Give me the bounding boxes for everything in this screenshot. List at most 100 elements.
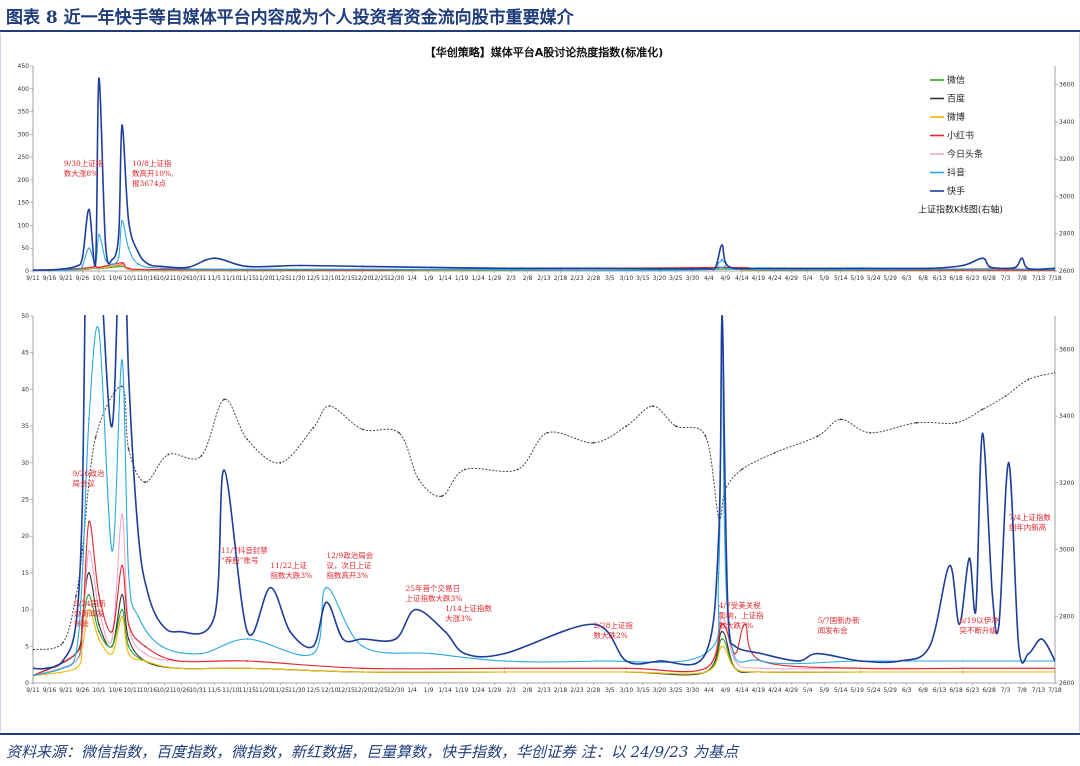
series-point [98,608,100,611]
series-point [104,242,107,245]
annotation-text: 10/8上证指 [132,158,172,168]
series-point [869,431,872,434]
series-point [144,481,147,484]
series-point [160,265,163,268]
series-point [440,495,443,498]
series-point [998,623,1000,626]
x-tick-label: 10/1 [92,687,106,694]
x-tick-label: 2/13 [537,275,551,282]
series-point [816,435,819,437]
legend-label: 上证指数K线图(右轴) [918,204,1003,216]
series-point [760,267,763,270]
y2-tick-label: 2600 [1059,680,1074,687]
series-point [398,431,400,434]
x-tick-label: 4/9 [720,275,730,282]
x-tick-label: 4/19 [752,687,766,694]
series-point [516,468,519,471]
series-point [1054,667,1055,670]
x-tick-label: 3/30 [686,275,700,282]
x-tick-label: 12/20 [354,275,371,282]
series-line [33,594,1055,677]
x-tick-label: 11/5 [208,687,222,694]
series-point [988,265,990,268]
x-tick-label: 9/16 [43,687,57,694]
series-point [279,461,282,464]
report-footer: 资料来源：微信指数，百度指数，微指数，新红数据，巨量算数，快手指数，华创证券 注… [0,733,1080,766]
x-tick-label: 12/30 [387,275,404,282]
y2-tick-label: 3400 [1059,119,1074,126]
series-point [658,267,661,270]
series-point [361,265,364,268]
series-point [773,451,776,454]
x-tick-label: 10/11 [123,275,140,282]
series-point [325,586,328,589]
series-point [187,266,189,269]
x-tick-label: 5/19 [850,687,864,694]
series-point [1021,257,1023,260]
charts-svg: 0501001502002503003504004502600280030003… [18,45,1075,694]
x-tick-label: 7/18 [1048,275,1062,282]
x-tick-label: 4/4 [704,275,714,282]
series-point [33,648,34,651]
x-tick-label: 3/15 [636,687,650,694]
series-point [704,671,707,673]
x-tick-label: 10/26 [173,275,190,282]
series-point [98,233,100,236]
series-point [312,426,315,429]
x-tick-label: 10/11 [123,687,140,694]
series-point [246,667,249,670]
chart-1: 0 50 100 150 200 250 300 350 400 450 2600 2800 3000 3… [18,45,1075,282]
annotation-text: 6/19以伊冲 [959,615,998,625]
series-point [111,550,113,552]
chart-frame: 0 50 100 150 200 250 300 350 400 450 2600 2800 3000 3… [0,33,1080,731]
series-line [33,220,1055,272]
series-point [33,667,34,670]
y2-tick-label: 3000 [1059,547,1074,554]
x-tick-label: 3/5 [605,687,615,694]
series-point [760,667,763,670]
series-point [961,667,964,670]
series-point [33,269,34,271]
series-point [928,645,931,648]
x-tick-label: 6/8 [918,687,928,694]
x-tick-label: 5/9 [819,687,829,694]
x-tick-label: 11/25 [272,275,289,282]
series-point [859,660,862,662]
series-point [361,671,364,673]
series-point [503,267,506,270]
plot-area [33,315,1055,677]
x-tick-label: 1/24 [471,275,485,282]
series-point [147,263,150,266]
series-point [414,608,417,611]
series-point [88,417,90,420]
series-point [760,671,763,673]
annotation-text: “荐股”账号 [221,555,259,565]
series-point [81,623,84,626]
series-point [246,638,249,640]
series-point [361,667,364,670]
y-tick-label: 10 [21,607,29,614]
series-point [75,652,77,655]
series-point [94,436,97,439]
x-tick-label: 4/29 [785,687,799,694]
x-tick-label: 3/30 [686,687,700,694]
annotation-text: 创年内新高 [1009,522,1047,532]
x-tick-label: 11/15 [239,687,256,694]
series-point [160,623,163,626]
series-point [724,498,727,501]
series-point [961,264,964,267]
x-tick-label: 9/26 [76,275,90,282]
series-point [859,267,862,270]
y-tick-label: 15 [21,570,29,577]
series-point [88,208,90,211]
x-tick-label: 9/11 [26,687,40,694]
series-point [98,329,100,332]
x-tick-label: 2/3 [506,275,516,282]
annotation-text: 12/9政治局会 [326,550,373,560]
series-point [269,586,272,589]
series-point [342,638,344,640]
x-tick-label: 2/23 [570,687,584,694]
figure-title: 图表 8 近一年快手等自媒体平台内容成为个人投资者资金流向股市重要媒介 [6,8,574,28]
series-point [61,660,64,662]
x-tick-label: 6/23 [966,687,980,694]
